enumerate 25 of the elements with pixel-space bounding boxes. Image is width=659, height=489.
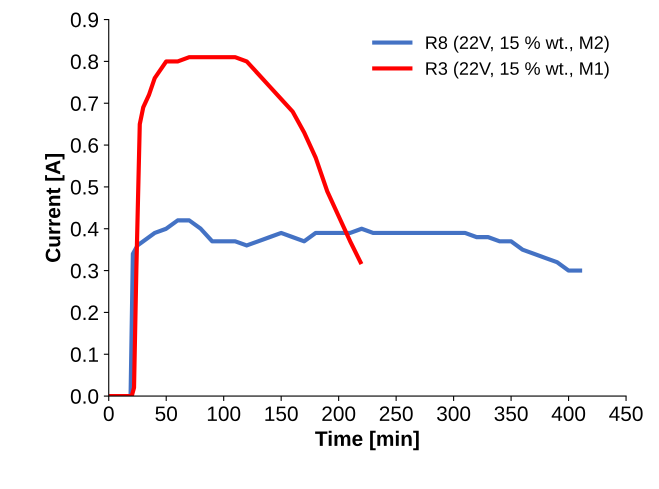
y-tick-label: 0.4 — [70, 222, 98, 236]
x-axis-title: Time [min] — [315, 430, 419, 450]
x-tick-label: 0 — [104, 406, 114, 422]
y-tick-label: 0.3 — [70, 264, 98, 278]
line-series — [108, 55, 363, 396]
y-tick-label: 0.7 — [70, 96, 98, 111]
legend-label: R3 (22V, 15 % wt., M1) — [426, 62, 609, 78]
y-tick-label: 0.9 — [70, 12, 98, 28]
x-tick-label: 250 — [380, 406, 413, 422]
x-tick-label: 400 — [552, 406, 586, 422]
y-axis-title: Current [A] — [45, 154, 64, 262]
x-tick-label: 50 — [155, 406, 177, 422]
x-tick-label: 350 — [494, 406, 528, 422]
x-tick-label: 450 — [609, 406, 643, 422]
y-tick-label: 0.8 — [70, 54, 98, 70]
y-tick-label: 0.6 — [70, 138, 98, 153]
x-tick-label: 150 — [265, 406, 298, 422]
y-tick-label: 0.5 — [70, 180, 98, 195]
y-tick-label: 0.2 — [70, 305, 98, 320]
y-tick-label: 0.0 — [70, 389, 98, 404]
legend-label: R8 (22V, 15 % wt., M2) — [426, 36, 609, 53]
x-tick-label: 200 — [322, 406, 356, 422]
x-tick-label: 300 — [437, 406, 470, 422]
x-tick-label: 100 — [208, 406, 240, 422]
y-tick-label: 0.1 — [70, 347, 98, 362]
